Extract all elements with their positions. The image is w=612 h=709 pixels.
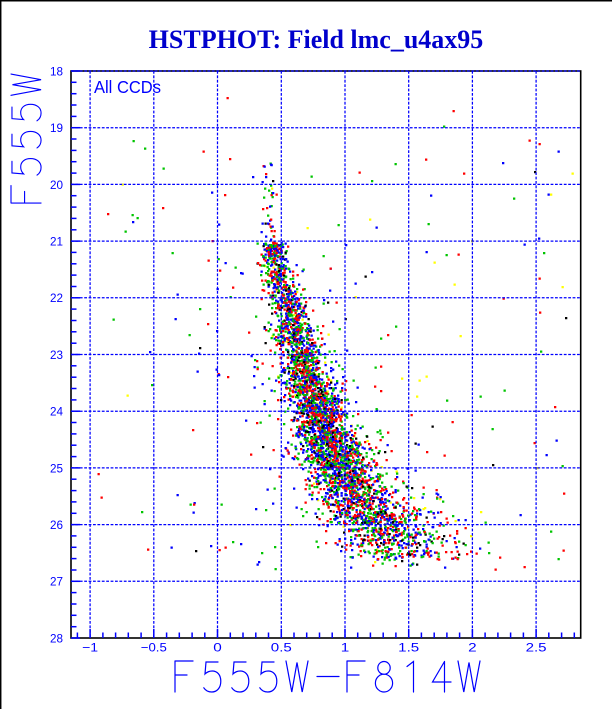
svg-text:28: 28 [50, 631, 63, 645]
svg-text:27: 27 [50, 575, 63, 589]
svg-text:22: 22 [50, 291, 63, 305]
svg-text:−1: −1 [82, 641, 98, 655]
svg-text:20: 20 [50, 178, 63, 192]
svg-text:0.5: 0.5 [271, 641, 292, 655]
svg-text:19: 19 [50, 121, 63, 135]
svg-text:2.5: 2.5 [526, 641, 547, 655]
svg-text:All CCDs: All CCDs [94, 77, 161, 97]
svg-text:24: 24 [50, 405, 63, 419]
svg-text:−0.5: −0.5 [141, 641, 167, 655]
svg-text:18: 18 [50, 64, 63, 78]
svg-text:2: 2 [468, 641, 477, 655]
svg-text:1: 1 [341, 641, 350, 655]
svg-text:26: 26 [50, 518, 63, 532]
svg-text:25: 25 [50, 461, 63, 475]
svg-text:0: 0 [213, 641, 222, 655]
svg-text:HSTPHOT: Field lmc_u4ax95: HSTPHOT: Field lmc_u4ax95 [149, 25, 484, 54]
svg-text:23: 23 [50, 348, 63, 362]
svg-text:1.5: 1.5 [398, 641, 419, 655]
svg-text:21: 21 [50, 235, 63, 249]
